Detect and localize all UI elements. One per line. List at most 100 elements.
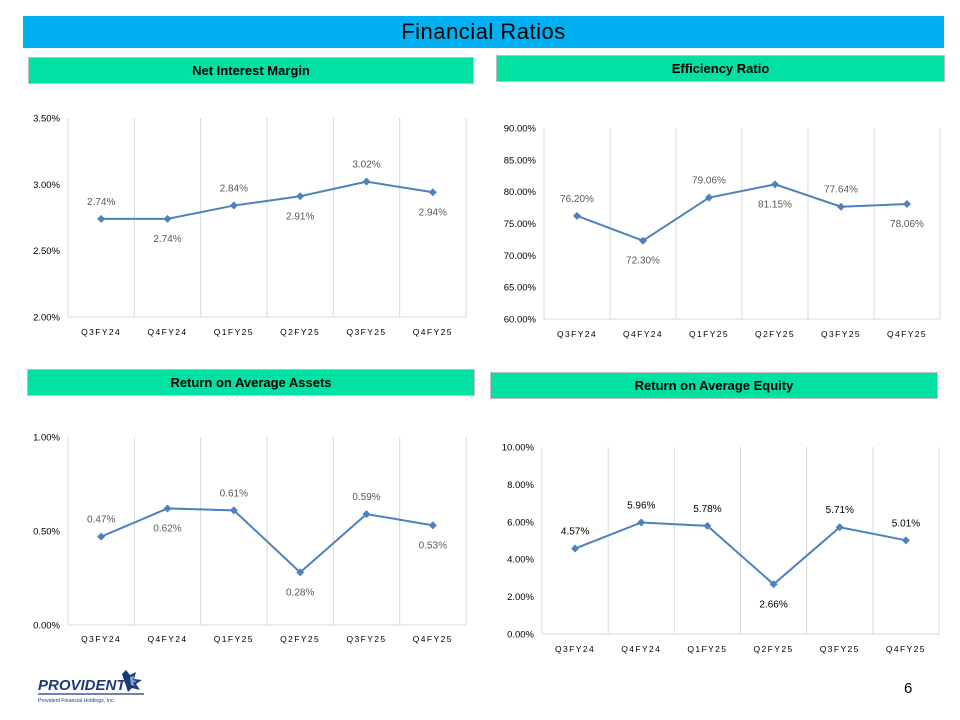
efficiency-y-tick-label: 65.00% <box>504 283 537 294</box>
panel-header-return-on-average-equity: Return on Average Equity <box>490 372 938 399</box>
roaa-x-tick-label: Q4FY25 <box>413 634 453 644</box>
roae-x-tick-label: Q3FY24 <box>555 644 595 654</box>
page-number: 6 <box>904 680 913 697</box>
nim-x-tick-label: Q1FY25 <box>214 327 254 337</box>
roaa-data-label: 0.62% <box>153 523 181 534</box>
roae-data-label: 5.78% <box>693 504 721 515</box>
roae-data-label: 4.57% <box>561 527 589 538</box>
roae-y-tick-label: 8.00% <box>507 480 534 491</box>
roae-data-point <box>835 523 844 532</box>
nim-x-tick-label: Q4FY24 <box>147 327 187 337</box>
roaa-x-tick-label: Q2FY25 <box>280 634 320 644</box>
roae-data-label: 5.01% <box>892 518 920 529</box>
efficiency-data-label: 76.20% <box>560 194 594 205</box>
roaa-data-point <box>229 506 238 515</box>
nim-data-label: 2.94% <box>419 207 447 218</box>
nim-y-tick-label: 3.50% <box>33 114 60 125</box>
panel-header-net-interest-margin: Net Interest Margin <box>28 57 474 84</box>
nim-data-label: 3.02% <box>352 160 380 171</box>
roaa-series-line <box>100 507 434 574</box>
roae-data-point <box>571 544 580 553</box>
roaa-data-point <box>296 568 305 577</box>
roaa-y-tick-label: 0.50% <box>33 527 60 538</box>
efficiency-data-point <box>903 200 911 209</box>
efficiency-y-tick-label: 90.00% <box>504 124 537 135</box>
nim-x-tick-label: Q3FY25 <box>346 327 386 337</box>
efficiency-data-label: 77.64% <box>824 185 858 196</box>
roae-x-tick-label: Q4FY24 <box>621 644 661 654</box>
efficiency-data-label: 79.06% <box>692 176 726 187</box>
efficiency-data-label: 72.30% <box>626 256 660 267</box>
panel-header-efficiency-ratio: Efficiency Ratio <box>496 55 945 82</box>
roae-data-point <box>637 518 646 527</box>
efficiency-data-label: 81.15% <box>758 199 792 210</box>
efficiency-x-tick-label: Q1FY25 <box>689 329 729 339</box>
roaa-data-point <box>428 521 437 530</box>
efficiency-x-tick-label: Q4FY25 <box>887 329 927 339</box>
roae-data-point <box>703 521 712 530</box>
roae-data-label: 5.96% <box>627 501 655 512</box>
efficiency-data-point <box>837 202 845 211</box>
efficiency-y-tick-label: 70.00% <box>504 251 537 262</box>
roaa-data-label: 0.59% <box>352 492 380 503</box>
nim-data-point <box>362 177 371 186</box>
efficiency-y-tick-label: 60.00% <box>504 315 537 326</box>
nim-x-tick-label: Q2FY25 <box>280 327 320 337</box>
roaa-data-point <box>362 510 371 519</box>
nim-data-point <box>163 214 172 223</box>
nim-data-point <box>229 201 238 210</box>
roaa-data-point <box>163 504 172 513</box>
provident-logo: PROVIDENT Provident Financial Holdings, … <box>38 670 144 704</box>
roaa-x-tick-label: Q1FY25 <box>214 634 254 644</box>
efficiency-data-point <box>771 180 779 189</box>
roae-y-tick-label: 4.00% <box>507 555 534 566</box>
nim-data-label: 2.74% <box>153 234 181 245</box>
logo-tagline: Provident Financial Holdings, Inc. <box>38 698 115 704</box>
nim-data-label: 2.74% <box>87 197 115 208</box>
roaa-data-point <box>97 532 106 541</box>
roaa-data-label: 0.47% <box>87 515 115 526</box>
roae-y-tick-label: 0.00% <box>507 630 534 641</box>
roae-data-label: 2.66% <box>759 599 787 610</box>
logo-wordmark: PROVIDENT <box>38 677 127 694</box>
efficiency-y-tick-label: 85.00% <box>504 155 537 166</box>
nim-y-tick-label: 2.00% <box>33 313 60 324</box>
roaa-data-label: 0.61% <box>220 488 248 499</box>
roae-x-tick-label: Q2FY25 <box>754 644 794 654</box>
efficiency-x-tick-label: Q3FY25 <box>821 329 861 339</box>
nim-data-point <box>97 214 106 223</box>
nim-y-tick-label: 2.50% <box>33 246 60 257</box>
roae-data-point <box>769 580 778 589</box>
roaa-y-tick-label: 0.00% <box>33 621 60 632</box>
slide-title: Financial Ratios <box>23 16 944 48</box>
panel-header-return-on-average-assets: Return on Average Assets <box>27 369 475 396</box>
efficiency-data-point <box>639 236 647 245</box>
roaa-x-tick-label: Q4FY24 <box>147 634 187 644</box>
roae-y-tick-label: 10.00% <box>502 443 535 454</box>
roae-y-tick-label: 2.00% <box>507 592 534 603</box>
efficiency-data-point <box>573 211 581 220</box>
nim-series-line <box>101 180 433 220</box>
efficiency-y-tick-label: 75.00% <box>504 219 537 230</box>
roae-x-tick-label: Q1FY25 <box>687 644 727 654</box>
roaa-data-label: 0.53% <box>419 540 447 551</box>
logo-star-icon <box>122 670 142 692</box>
nim-data-point <box>296 192 305 201</box>
roae-x-tick-label: Q3FY25 <box>820 644 860 654</box>
roaa-data-label: 0.28% <box>286 587 314 598</box>
nim-data-point <box>428 188 437 197</box>
nim-data-label: 2.84% <box>220 184 248 195</box>
roaa-x-tick-label: Q3FY25 <box>346 634 386 644</box>
roaa-y-tick-label: 1.00% <box>33 433 60 444</box>
roae-y-tick-label: 6.00% <box>507 517 534 528</box>
nim-x-tick-label: Q4FY25 <box>413 327 453 337</box>
efficiency-series-line <box>576 183 908 242</box>
efficiency-data-point <box>705 193 713 202</box>
roae-data-point <box>901 536 910 545</box>
nim-x-tick-label: Q3FY24 <box>81 327 121 337</box>
roae-data-label: 5.71% <box>826 505 854 516</box>
efficiency-y-tick-label: 80.00% <box>504 187 537 198</box>
